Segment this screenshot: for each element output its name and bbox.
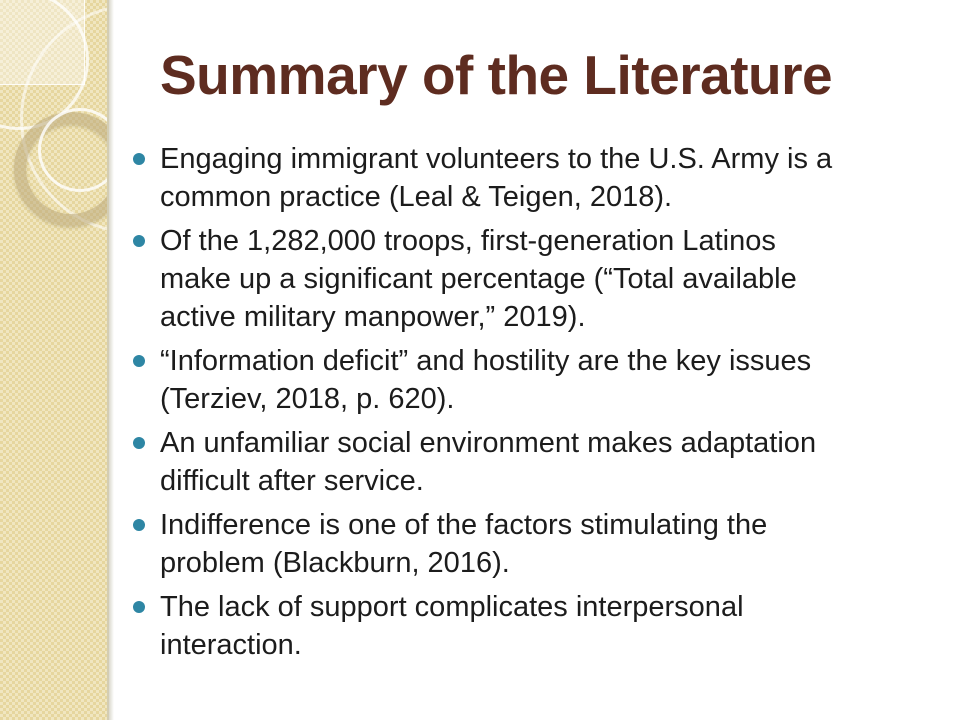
bullet-dot-icon <box>133 437 145 449</box>
sidebar-edge-shadow <box>109 0 114 720</box>
bullet-dot-icon <box>133 355 145 367</box>
bullet-text: An unfamiliar social environment makes a… <box>160 427 817 497</box>
bullet-item: Of the 1,282,000 troops, first-generatio… <box>126 222 932 336</box>
bullet-text: Engaging immigrant volunteers to the U.S… <box>160 143 833 213</box>
bullet-text: Indifference is one of the factors stimu… <box>160 509 768 579</box>
bullet-item: The lack of support complicates interper… <box>126 588 932 664</box>
bullet-item: Indifference is one of the factors stimu… <box>126 506 932 582</box>
bullet-item: Engaging immigrant volunteers to the U.S… <box>126 140 932 216</box>
slide-content: Summary of the Literature Engaging immig… <box>126 44 932 670</box>
bullet-text: Of the 1,282,000 troops, first-generatio… <box>160 225 797 333</box>
sidebar-decoration <box>0 0 109 720</box>
bullet-list: Engaging immigrant volunteers to the U.S… <box>126 140 932 664</box>
bullet-text: The lack of support complicates interper… <box>160 591 744 661</box>
bullet-item: An unfamiliar social environment makes a… <box>126 424 932 500</box>
circle-ornament-icon <box>38 108 107 192</box>
bullet-dot-icon <box>133 153 145 165</box>
slide-title: Summary of the Literature <box>160 44 833 106</box>
bullet-dot-icon <box>133 601 145 613</box>
bullet-text: “Information deficit” and hostility are … <box>160 345 812 415</box>
bullet-dot-icon <box>133 519 145 531</box>
bullet-dot-icon <box>133 235 145 247</box>
bullet-item: “Information deficit” and hostility are … <box>126 342 932 418</box>
